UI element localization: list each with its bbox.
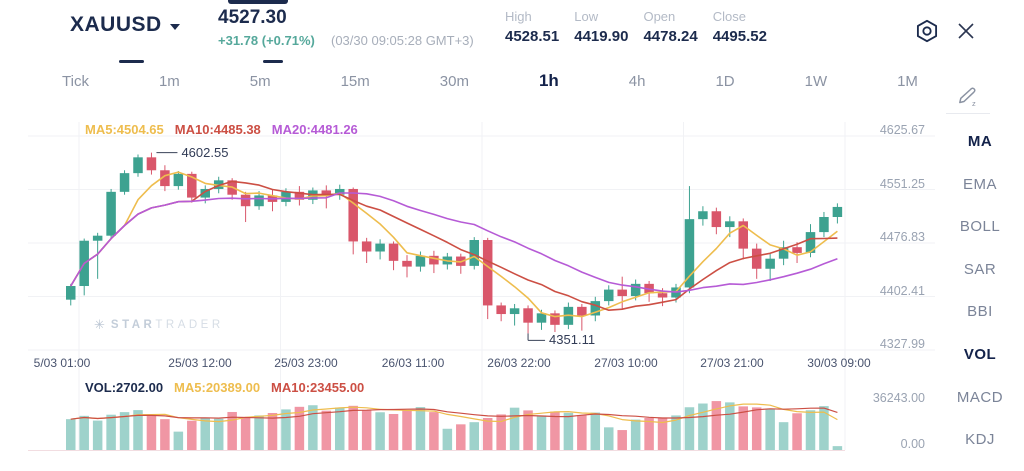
- artifact-strip: [228, 0, 288, 4]
- stat-value: 4495.52: [712, 28, 767, 45]
- indicator-kdj[interactable]: KDJ: [965, 431, 995, 449]
- stat-label: Close: [712, 9, 746, 24]
- volume-axis-label: 0.00: [900, 437, 925, 451]
- timeframe-tab-1m[interactable]: 1M: [897, 72, 918, 90]
- price-change: +31.78 (+0.71%): [218, 33, 315, 48]
- timeframe-tab-1d[interactable]: 1D: [715, 72, 735, 90]
- pencil-edit-icon: z: [959, 87, 976, 108]
- stat-value: 4528.51: [505, 28, 560, 45]
- x-axis-label: 25/03 23:00: [274, 356, 338, 370]
- price-ma-legend: MA5:4504.65 MA10:4485.38 MA20:4481.26: [85, 122, 358, 137]
- stat-label: Open: [643, 9, 676, 24]
- timeframe-tab-tick[interactable]: Tick: [62, 72, 89, 90]
- close-button[interactable]: [954, 19, 978, 43]
- ohlc-stats: High 4528.51 Low 4419.90 Open 4478.24 Close 449…: [505, 9, 767, 45]
- timeframe-tabs: Tick 1m 5m 15m 30m 1h 4h 1D 1W 1M: [62, 66, 918, 96]
- indicator-ma[interactable]: MA: [967, 133, 993, 150]
- stat-label: High: [505, 9, 532, 24]
- draw-tools-button[interactable]: z: [951, 82, 981, 110]
- indicator-macd[interactable]: MACD: [956, 388, 1004, 406]
- timeframe-tab-1w[interactable]: 1W: [804, 72, 828, 90]
- y-axis-label: 4402.41: [879, 283, 925, 298]
- close-icon: [958, 23, 974, 39]
- timeframe-tab-30m[interactable]: 30m: [439, 72, 469, 90]
- price-ma-legend-item: MA20:4481.26: [271, 122, 358, 137]
- volume-axis-label: 36243.00: [872, 391, 925, 405]
- symbol-selector[interactable]: XAUUSD: [70, 13, 180, 37]
- watermark-bold: STAR: [110, 319, 156, 331]
- timeframe-tab-4h[interactable]: 4h: [628, 72, 646, 90]
- watermark: ✳ STARTRADER: [94, 317, 224, 333]
- artifact-strip: [263, 60, 283, 63]
- y-axis-label: 4551.25: [879, 176, 925, 191]
- price-ma-legend-item: MA10:4485.38: [174, 122, 261, 137]
- volume-legend-item: MA5:20389.00: [174, 380, 261, 395]
- y-axis-label: 4625.67: [879, 123, 925, 137]
- indicator-boll[interactable]: BOLL: [959, 218, 1001, 236]
- indicator-vol[interactable]: VOL: [963, 346, 997, 363]
- current-price: 4527.30: [218, 7, 287, 28]
- stat-low: Low 4419.90: [574, 9, 628, 45]
- volume-legend: VOL:2702.00 MA5:20389.00 MA10:23455.00: [85, 380, 364, 395]
- indicator-ema[interactable]: EMA: [962, 175, 997, 193]
- stat-value: 4478.24: [643, 28, 698, 45]
- artifact-strip: [119, 60, 144, 63]
- stat-high: High 4528.51: [505, 9, 559, 45]
- indicator-sar[interactable]: SAR: [963, 260, 997, 278]
- low-price-annotation: 4351.11: [549, 332, 596, 348]
- x-axis-label: 5/03 01:00: [33, 356, 91, 370]
- volume-legend-item: VOL:2702.00: [85, 380, 164, 395]
- indicator-bbi[interactable]: BBI: [967, 303, 993, 321]
- volume-legend-item: MA10:23455.00: [271, 380, 365, 395]
- timeframe-tab-5m[interactable]: 5m: [249, 72, 271, 90]
- stat-label: Low: [574, 9, 599, 24]
- caret-down-icon: [169, 23, 180, 30]
- stat-open: Open 4478.24: [643, 9, 697, 45]
- timeframe-tab-15m[interactable]: 15m: [340, 72, 370, 90]
- y-axis-label: 4476.83: [879, 230, 925, 244]
- x-axis-label: 27/03 21:00: [700, 356, 764, 370]
- x-axis-label: 25/03 12:00: [168, 356, 232, 370]
- x-axis-label: 26/03 22:00: [487, 356, 551, 370]
- price-ma-legend-item: MA5:4504.65: [85, 122, 164, 137]
- quote-timestamp: (03/30 09:05:28 GMT+3): [331, 33, 474, 48]
- settings-button[interactable]: [913, 17, 941, 45]
- x-axis-label: 27/03 10:00: [594, 356, 658, 370]
- stat-value: 4419.90: [574, 28, 629, 45]
- timeframe-tab-1m[interactable]: 1m: [158, 72, 180, 90]
- svg-text:z: z: [972, 99, 976, 108]
- timeframe-tab-1h[interactable]: 1h: [538, 71, 559, 90]
- watermark-light: TRADER: [155, 319, 224, 331]
- symbol-label: XAUUSD: [70, 13, 162, 36]
- sidebar-divider: [946, 113, 990, 114]
- x-axis-label: 26/03 11:00: [381, 356, 445, 370]
- gear-icon: [916, 19, 938, 43]
- stat-close: Close 4495.52: [713, 9, 767, 45]
- y-axis-label: 4327.99: [879, 337, 925, 351]
- asterisk-star-icon: ✳: [94, 317, 105, 332]
- x-axis-label: 30/03 09:00: [807, 356, 871, 370]
- high-price-annotation: 4602.55: [181, 144, 229, 160]
